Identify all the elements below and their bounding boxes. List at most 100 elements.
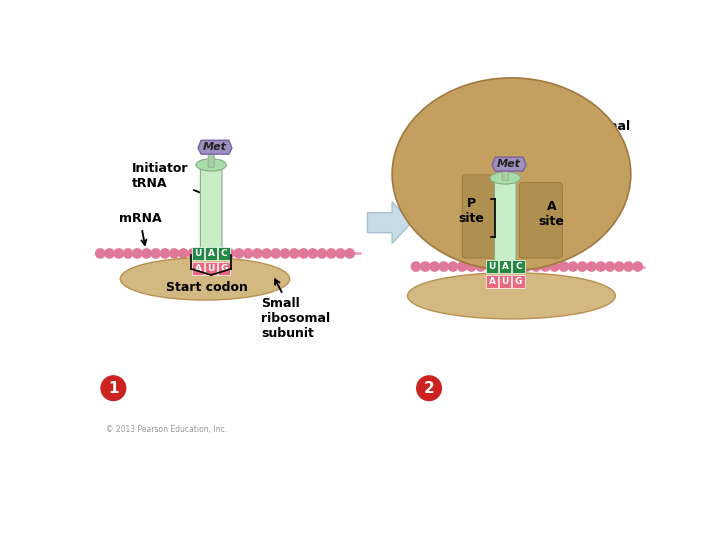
Bar bbox=[192, 247, 204, 260]
Circle shape bbox=[114, 249, 123, 258]
Circle shape bbox=[417, 376, 441, 401]
Circle shape bbox=[207, 249, 216, 258]
Circle shape bbox=[606, 262, 615, 271]
Bar bbox=[499, 275, 511, 288]
Text: G: G bbox=[220, 264, 228, 273]
Circle shape bbox=[504, 262, 513, 271]
Circle shape bbox=[624, 262, 633, 271]
Bar bbox=[205, 247, 217, 260]
Text: C: C bbox=[515, 262, 522, 272]
Circle shape bbox=[522, 262, 531, 271]
Circle shape bbox=[281, 249, 289, 258]
Circle shape bbox=[225, 249, 234, 258]
Bar bbox=[512, 260, 525, 273]
Circle shape bbox=[161, 249, 170, 258]
FancyBboxPatch shape bbox=[208, 152, 215, 167]
Circle shape bbox=[336, 249, 345, 258]
Text: U: U bbox=[502, 277, 509, 286]
FancyBboxPatch shape bbox=[462, 175, 505, 258]
Text: © 2013 Pearson Education, Inc.: © 2013 Pearson Education, Inc. bbox=[106, 426, 227, 434]
Ellipse shape bbox=[408, 273, 616, 319]
Polygon shape bbox=[492, 157, 526, 171]
Circle shape bbox=[467, 262, 476, 271]
Text: Start codon: Start codon bbox=[166, 281, 248, 294]
Text: mRNA: mRNA bbox=[119, 212, 161, 245]
Circle shape bbox=[289, 249, 299, 258]
Bar bbox=[512, 275, 525, 288]
Circle shape bbox=[105, 249, 114, 258]
Circle shape bbox=[179, 249, 188, 258]
Text: Small
ribosomal
subunit: Small ribosomal subunit bbox=[261, 279, 330, 340]
Text: G: G bbox=[515, 277, 522, 286]
Circle shape bbox=[142, 249, 151, 258]
Circle shape bbox=[531, 262, 541, 271]
Text: C: C bbox=[221, 249, 228, 258]
Text: Met: Met bbox=[497, 159, 521, 169]
Bar bbox=[205, 262, 217, 275]
Circle shape bbox=[188, 249, 197, 258]
Text: A
site: A site bbox=[539, 200, 564, 228]
Circle shape bbox=[420, 262, 430, 271]
Circle shape bbox=[457, 262, 467, 271]
Bar bbox=[218, 247, 230, 260]
Circle shape bbox=[243, 249, 253, 258]
Circle shape bbox=[411, 262, 420, 271]
Text: A: A bbox=[207, 249, 215, 258]
Bar bbox=[192, 262, 204, 275]
Circle shape bbox=[513, 262, 522, 271]
Circle shape bbox=[197, 249, 207, 258]
Circle shape bbox=[568, 262, 577, 271]
FancyBboxPatch shape bbox=[495, 176, 516, 262]
Text: Initiator
tRNA: Initiator tRNA bbox=[132, 163, 213, 198]
Circle shape bbox=[485, 262, 495, 271]
Circle shape bbox=[299, 249, 308, 258]
Circle shape bbox=[216, 249, 225, 258]
Polygon shape bbox=[367, 202, 411, 244]
Circle shape bbox=[587, 262, 596, 271]
Circle shape bbox=[430, 262, 439, 271]
Ellipse shape bbox=[196, 159, 226, 171]
Bar bbox=[486, 260, 498, 273]
Circle shape bbox=[96, 249, 105, 258]
Circle shape bbox=[271, 249, 281, 258]
Text: U: U bbox=[194, 249, 202, 258]
Text: A: A bbox=[502, 262, 509, 272]
Bar bbox=[499, 260, 511, 273]
Text: A: A bbox=[489, 277, 495, 286]
Circle shape bbox=[541, 262, 550, 271]
Circle shape bbox=[559, 262, 568, 271]
Circle shape bbox=[615, 262, 624, 271]
Text: 2: 2 bbox=[423, 381, 434, 396]
Circle shape bbox=[151, 249, 161, 258]
Circle shape bbox=[308, 249, 318, 258]
Bar bbox=[486, 275, 498, 288]
Circle shape bbox=[234, 249, 243, 258]
Text: U: U bbox=[488, 262, 496, 272]
Bar bbox=[218, 262, 230, 275]
Ellipse shape bbox=[490, 172, 521, 184]
Circle shape bbox=[170, 249, 179, 258]
Polygon shape bbox=[198, 140, 232, 154]
FancyBboxPatch shape bbox=[519, 183, 562, 258]
Text: Met: Met bbox=[203, 142, 227, 152]
Circle shape bbox=[253, 249, 262, 258]
Circle shape bbox=[132, 249, 142, 258]
Circle shape bbox=[327, 249, 336, 258]
Circle shape bbox=[318, 249, 327, 258]
Circle shape bbox=[123, 249, 132, 258]
Circle shape bbox=[577, 262, 587, 271]
Circle shape bbox=[449, 262, 457, 271]
Circle shape bbox=[262, 249, 271, 258]
Text: P
site: P site bbox=[459, 197, 485, 225]
Circle shape bbox=[439, 262, 449, 271]
Circle shape bbox=[550, 262, 559, 271]
Ellipse shape bbox=[120, 258, 289, 300]
Circle shape bbox=[101, 376, 126, 401]
Circle shape bbox=[345, 249, 354, 258]
Circle shape bbox=[476, 262, 485, 271]
Text: Large
ribosomal
subunit: Large ribosomal subunit bbox=[562, 105, 631, 148]
Circle shape bbox=[495, 262, 504, 271]
Circle shape bbox=[633, 262, 642, 271]
Text: U: U bbox=[207, 264, 215, 273]
Text: A: A bbox=[194, 264, 202, 273]
